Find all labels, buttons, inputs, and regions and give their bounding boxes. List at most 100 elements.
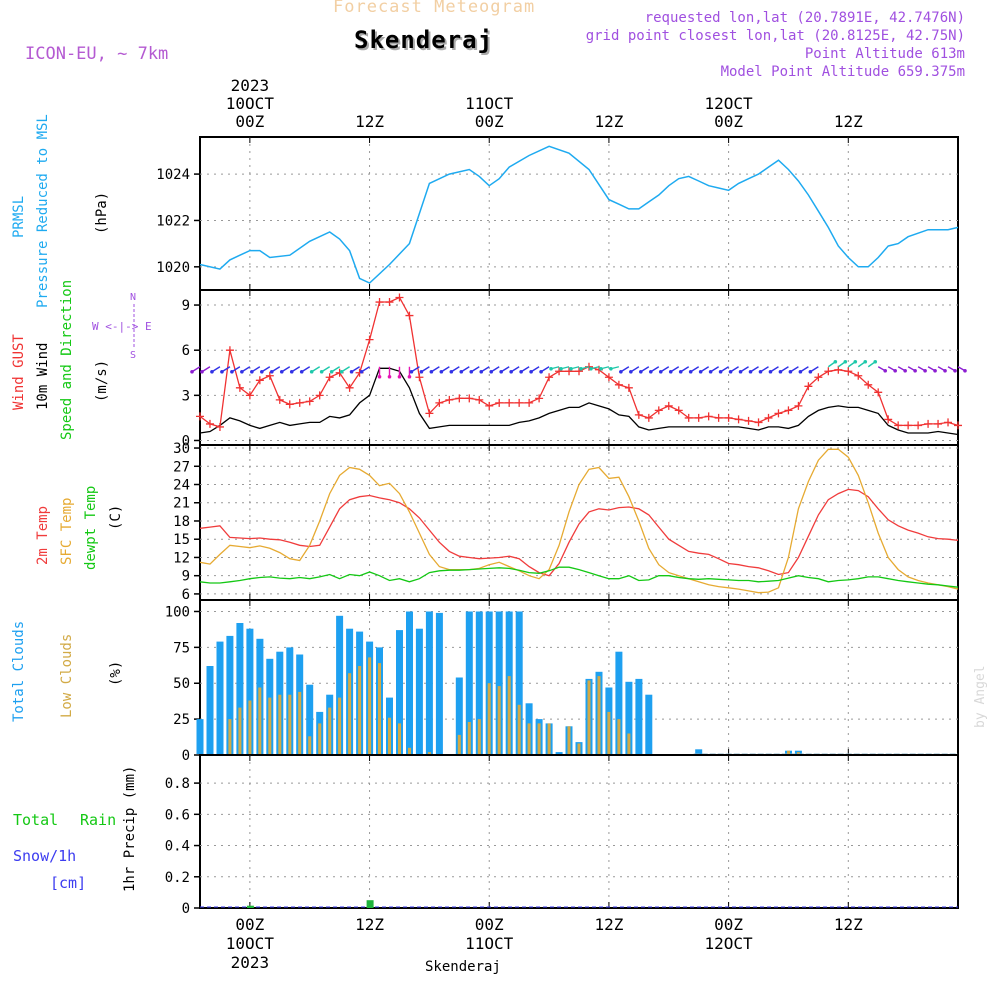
wind-gust-marker <box>475 395 484 404</box>
wind-direction-arrowhead <box>698 369 703 374</box>
low-clouds-bar <box>477 719 481 754</box>
wind-direction-arrowhead <box>953 368 957 373</box>
low-clouds-bar <box>228 719 232 754</box>
wind-gust-marker <box>345 383 354 392</box>
total-clouds-bar <box>615 651 623 754</box>
wind-gust-marker <box>944 418 953 427</box>
low-clouds-bar <box>238 707 242 754</box>
top-time-label: 12Z <box>834 112 863 131</box>
wind-direction-arrowhead <box>893 368 897 373</box>
total-clouds-bar <box>396 630 403 754</box>
low-clouds-bar <box>537 723 541 754</box>
watermark: by Angel <box>973 665 988 728</box>
low-clouds-bar <box>328 707 332 754</box>
wind-gust-marker <box>535 394 544 403</box>
wind-direction-arrowhead <box>419 369 424 374</box>
low-clouds-bar <box>308 736 312 754</box>
wind-gust-marker <box>784 406 793 415</box>
low-clouds-bar <box>607 711 611 754</box>
forecast-meteogram-subtitle: Forecast Meteogram <box>333 0 536 17</box>
wind-gust-marker <box>225 346 234 355</box>
wind-direction-arrowhead <box>863 359 868 364</box>
2m-temp-label: 2m Temp <box>35 506 51 565</box>
wind-direction-arrowhead <box>200 369 204 374</box>
low-clouds-bar <box>348 673 352 754</box>
clouds-ytick-label: 0 <box>182 748 190 764</box>
wind-gust-marker <box>365 335 374 344</box>
low-clouds-bar <box>378 663 381 754</box>
clouds-ytick-label: 50 <box>173 676 190 692</box>
wind-direction-arrowhead <box>339 369 344 374</box>
prmsl-line <box>199 145 959 284</box>
wind-direction-arrowhead <box>279 369 284 374</box>
low-clouds-bar <box>787 750 790 754</box>
total-clouds-bar <box>236 623 244 754</box>
bottom-time-label: 00Z <box>475 915 504 934</box>
wind-gust-marker <box>545 373 554 382</box>
low-clouds-bar <box>467 722 471 754</box>
wind-direction-arrowhead <box>397 374 402 379</box>
total-clouds-bar <box>485 611 493 754</box>
speed-direction-label: Speed and Direction <box>59 280 75 440</box>
compass-west-east: W <-|-> E <box>92 320 152 333</box>
clouds-ytick-label: 100 <box>165 604 190 620</box>
total-clouds-bar <box>406 611 413 754</box>
temp-ytick-label: 18 <box>173 514 190 530</box>
wind-gust-marker <box>874 388 883 397</box>
wind-direction-arrowhead <box>349 369 354 374</box>
wind-gust-marker <box>614 380 623 389</box>
wind-gust-marker <box>445 395 454 404</box>
total-clouds-bar <box>425 611 433 754</box>
wind-direction-arrowhead <box>738 369 743 374</box>
wind-gust-marker <box>744 416 753 425</box>
low-clouds-bar <box>517 704 521 754</box>
wind-gust-marker <box>435 398 444 407</box>
wind-gust-marker <box>215 422 224 431</box>
wind-direction-arrowhead <box>190 369 194 374</box>
wind-direction-arrowhead <box>963 368 967 373</box>
wind-gust-marker <box>295 398 304 407</box>
wind-gust-marker <box>495 398 504 407</box>
low-clouds-bar <box>338 697 342 754</box>
total-clouds-label: Total Clouds <box>11 621 27 722</box>
total-clouds-bar <box>306 684 314 754</box>
wind-gust-marker <box>485 401 494 410</box>
wind-gust-marker <box>196 412 204 421</box>
pressure-reduced-label: Pressure Reduced to MSL <box>35 114 51 308</box>
wind-gust-marker <box>405 311 414 320</box>
temp-frame <box>199 444 959 601</box>
bottom-time-label: 11OCT <box>465 934 514 953</box>
wind-direction-arrowhead <box>668 369 673 374</box>
precip-ytick-label: 0.6 <box>165 807 190 823</box>
rain-bar <box>366 900 374 908</box>
total-clouds-bar <box>645 694 653 754</box>
wind-gust-marker <box>525 398 534 407</box>
compass-north: N <box>130 292 136 303</box>
requested-coordinates: requested lon,lat (20.7891E, 42.7476N) <box>644 10 965 26</box>
wind-gust-marker <box>754 418 763 427</box>
temp-ytick-label: 30 <box>173 441 190 457</box>
bottom-time-label: 12Z <box>594 915 623 934</box>
temp-unit-label: (C) <box>108 505 124 530</box>
wind-gust-marker <box>575 367 583 376</box>
wind-direction-arrowhead <box>329 369 334 374</box>
wind-direction-arrowhead <box>873 359 878 364</box>
wind-direction-arrowhead <box>509 369 513 374</box>
wind-ytick-label: 6 <box>182 343 190 359</box>
top-time-label: 00Z <box>235 112 264 131</box>
wind-gust-marker <box>385 298 394 307</box>
wind-gust-marker <box>954 421 962 430</box>
wind-direction-arrowhead <box>377 374 382 379</box>
total-precip-label: Total <box>13 811 58 829</box>
wind-gust-marker <box>674 406 683 415</box>
rain-label: Rain <box>80 811 116 829</box>
low-clouds-bar <box>258 687 262 754</box>
precip-ytick-label: 0 <box>182 901 190 917</box>
precip-frame <box>199 754 959 909</box>
wind-direction-arrowhead <box>220 369 224 374</box>
wind-direction-arrowhead <box>230 369 234 374</box>
total-clouds-bar <box>196 719 204 754</box>
wind-gust-marker <box>245 391 254 400</box>
bottom-time-label: 00Z <box>235 915 264 934</box>
